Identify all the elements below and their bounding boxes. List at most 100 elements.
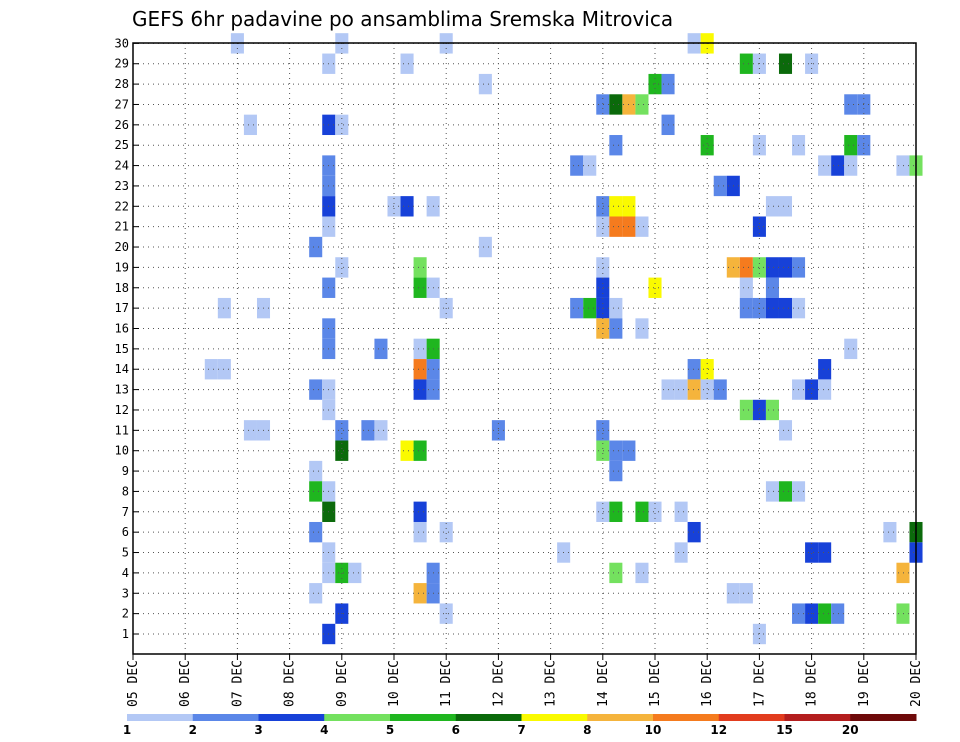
precip-cell <box>700 379 714 400</box>
precip-cell <box>609 135 623 156</box>
precip-cell <box>609 501 623 522</box>
x-tick-label: 11 DEC <box>439 660 454 707</box>
y-tick-label: 28 <box>115 77 129 91</box>
precip-cell <box>609 440 623 461</box>
precip-cell <box>687 359 701 380</box>
legend-label: 12 <box>710 723 727 737</box>
precip-cell <box>765 277 779 298</box>
precip-cell <box>400 53 414 74</box>
precip-cell <box>635 216 649 237</box>
precip-cell <box>609 196 623 217</box>
precip-cell <box>765 257 779 278</box>
precip-cell <box>478 73 492 95</box>
y-tick-label: 26 <box>115 118 129 132</box>
precip-cell <box>309 481 323 502</box>
legend-label: 6 <box>452 723 460 737</box>
precip-cell <box>844 94 858 115</box>
y-tick-label: 29 <box>115 57 129 71</box>
precip-cell <box>243 420 257 441</box>
y-tick-label: 22 <box>115 199 129 213</box>
precip-cell <box>309 236 323 258</box>
precip-cell <box>609 318 623 339</box>
precip-cell <box>635 562 649 584</box>
precip-cell <box>596 257 610 278</box>
legend-swatch <box>718 714 785 721</box>
precip-cell <box>752 135 766 156</box>
precip-cell <box>596 277 610 298</box>
precip-cell <box>687 521 701 543</box>
precip-cell <box>596 420 610 441</box>
x-tick-label: 17 DEC <box>752 660 767 707</box>
y-tick-label: 13 <box>115 383 129 397</box>
y-tick-label: 8 <box>122 484 129 498</box>
precip-cell <box>609 460 623 482</box>
precip-cell <box>674 542 688 563</box>
y-tick-label: 5 <box>122 546 129 560</box>
y-tick-label: 17 <box>115 301 129 315</box>
legend-label: 15 <box>776 723 793 737</box>
grid-layer <box>133 42 916 654</box>
precip-cell <box>570 155 584 176</box>
precip-cell <box>309 521 323 543</box>
precip-cell <box>765 196 779 217</box>
x-tick-label: 09 DEC <box>335 660 350 707</box>
precip-cell <box>831 603 845 624</box>
x-tick-label: 16 DEC <box>700 660 715 707</box>
legend-swatch <box>324 714 391 721</box>
x-tick-label: 15 DEC <box>648 660 663 707</box>
precip-cell <box>361 420 375 441</box>
x-tick-label: 05 DEC <box>126 660 141 707</box>
precip-cell <box>805 379 819 400</box>
x-tick-label: 18 DEC <box>805 660 820 707</box>
precip-cell <box>739 277 753 298</box>
precip-cell <box>818 603 832 624</box>
precip-cell <box>348 562 362 584</box>
precip-cell <box>400 440 414 461</box>
y-tick-label: 6 <box>122 525 129 539</box>
precip-cell <box>335 562 349 584</box>
precip-cell <box>778 257 793 278</box>
precip-cell <box>765 399 779 421</box>
precip-cell <box>413 440 427 461</box>
legend-swatch <box>850 714 917 721</box>
precip-cell <box>778 53 793 74</box>
precip-cell <box>844 155 858 176</box>
precip-cell <box>387 196 401 217</box>
precip-cell <box>896 155 910 176</box>
y-tick-label: 18 <box>115 281 129 295</box>
precip-cell <box>217 359 231 380</box>
precip-cell <box>818 542 832 563</box>
precip-cell <box>818 155 832 176</box>
y-tick-label: 10 <box>115 444 129 458</box>
y-tick-label: 2 <box>122 607 129 621</box>
legend-label: 8 <box>583 723 591 737</box>
y-tick-label: 23 <box>115 179 129 193</box>
precip-cell <box>700 135 714 156</box>
y-tick-label: 21 <box>115 220 129 234</box>
precip-cell <box>413 521 427 543</box>
y-tick-label: 11 <box>115 423 129 437</box>
precip-cell <box>413 257 427 278</box>
y-tick-label: 25 <box>115 138 129 152</box>
y-tick-label: 14 <box>115 362 129 376</box>
legend-label: 4 <box>320 723 328 737</box>
precip-cell <box>778 297 793 319</box>
precip-cell <box>713 175 727 197</box>
precip-cell <box>713 379 727 400</box>
precip-cell <box>217 297 231 319</box>
precip-cell <box>596 501 610 522</box>
precip-cell <box>844 135 858 156</box>
precip-cell <box>596 196 610 217</box>
y-tick-label: 12 <box>115 403 129 417</box>
x-tick-label: 10 DEC <box>387 660 402 707</box>
legend-swatch <box>587 714 654 721</box>
precip-cell <box>609 562 623 584</box>
precip-cell <box>765 297 779 319</box>
precip-cell <box>413 338 427 360</box>
precip-cell <box>335 420 349 441</box>
legend-swatch <box>653 714 720 721</box>
legend-label: 2 <box>189 723 197 737</box>
precip-cell <box>805 542 819 563</box>
legend-swatch <box>784 714 851 721</box>
precip-cell <box>687 379 701 400</box>
